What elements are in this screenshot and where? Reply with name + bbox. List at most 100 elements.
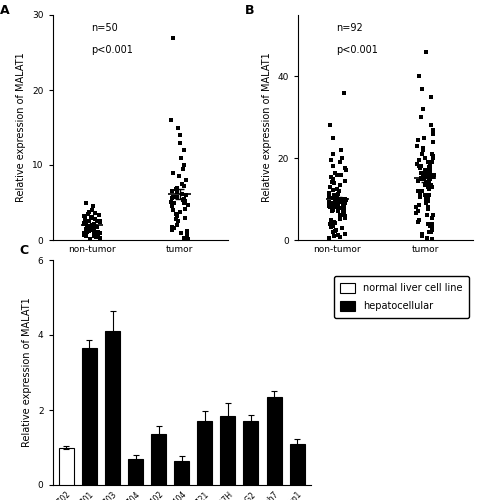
Point bbox=[413, 204, 420, 212]
Point bbox=[83, 227, 90, 235]
Point bbox=[330, 191, 337, 199]
Point bbox=[414, 136, 422, 144]
Point bbox=[334, 185, 341, 193]
Point bbox=[174, 217, 182, 225]
Point bbox=[418, 114, 425, 122]
Point bbox=[169, 226, 176, 234]
Point bbox=[82, 220, 90, 228]
Point bbox=[414, 187, 422, 195]
Point bbox=[335, 196, 343, 204]
Point bbox=[329, 200, 337, 208]
Point bbox=[327, 172, 335, 180]
Point bbox=[172, 210, 180, 218]
Point bbox=[183, 227, 191, 235]
Point bbox=[413, 142, 420, 150]
Text: C: C bbox=[19, 244, 28, 257]
Point bbox=[334, 206, 342, 214]
Point bbox=[330, 192, 338, 200]
Point bbox=[430, 170, 437, 178]
Point bbox=[421, 168, 429, 175]
Point bbox=[330, 232, 338, 240]
Point bbox=[427, 160, 435, 168]
Point bbox=[97, 217, 104, 225]
Point bbox=[415, 162, 423, 170]
Point bbox=[176, 131, 184, 139]
Point bbox=[181, 198, 188, 206]
Point bbox=[424, 197, 432, 205]
Point bbox=[181, 197, 189, 205]
Point bbox=[88, 221, 96, 229]
Point bbox=[181, 234, 188, 242]
Point bbox=[342, 166, 350, 174]
Point bbox=[425, 163, 433, 171]
Point bbox=[340, 202, 348, 210]
Point bbox=[327, 223, 335, 231]
Point bbox=[326, 220, 334, 228]
Point bbox=[426, 168, 434, 176]
Text: B: B bbox=[245, 4, 255, 16]
Point bbox=[330, 200, 338, 208]
Point bbox=[334, 196, 342, 204]
Point bbox=[329, 186, 337, 194]
Point bbox=[175, 172, 183, 180]
Point bbox=[93, 222, 101, 230]
Point bbox=[427, 181, 435, 189]
Point bbox=[170, 206, 177, 214]
Point bbox=[325, 192, 333, 200]
Point bbox=[96, 211, 103, 219]
Point bbox=[425, 170, 433, 177]
Point bbox=[428, 224, 435, 232]
Point bbox=[96, 218, 104, 226]
Point bbox=[336, 214, 344, 222]
Point bbox=[327, 216, 335, 224]
Point bbox=[339, 202, 347, 210]
Point bbox=[86, 223, 94, 231]
Point bbox=[424, 195, 432, 203]
Point bbox=[328, 199, 336, 207]
Point bbox=[414, 218, 422, 226]
Point bbox=[183, 231, 190, 239]
Point bbox=[416, 193, 424, 201]
Point bbox=[337, 198, 345, 206]
Point bbox=[326, 234, 333, 242]
Point bbox=[174, 124, 182, 132]
Point bbox=[419, 144, 427, 152]
Point bbox=[336, 187, 343, 195]
Point bbox=[88, 206, 96, 214]
Point bbox=[424, 178, 432, 186]
Point bbox=[325, 202, 333, 209]
Point bbox=[168, 194, 176, 202]
Point bbox=[334, 190, 341, 198]
Point bbox=[425, 176, 433, 184]
Point bbox=[181, 204, 189, 212]
Point bbox=[176, 208, 184, 216]
Point bbox=[80, 220, 88, 228]
Point bbox=[419, 172, 426, 180]
Point bbox=[337, 158, 344, 166]
Point bbox=[177, 228, 185, 236]
Point bbox=[86, 234, 94, 242]
Point bbox=[92, 229, 99, 237]
Point bbox=[428, 150, 436, 158]
Point bbox=[82, 214, 89, 222]
Point bbox=[169, 192, 177, 200]
Point bbox=[334, 198, 342, 206]
Point bbox=[169, 34, 176, 42]
Y-axis label: Relative expression of MALAT1: Relative expression of MALAT1 bbox=[262, 52, 272, 203]
Point bbox=[425, 228, 433, 236]
Text: n=92: n=92 bbox=[337, 22, 363, 33]
Point bbox=[424, 220, 431, 228]
Point bbox=[336, 211, 344, 219]
Point bbox=[334, 231, 341, 239]
Point bbox=[428, 235, 436, 243]
Point bbox=[336, 232, 344, 240]
Point bbox=[82, 225, 89, 233]
Point bbox=[424, 170, 431, 177]
Text: n=50: n=50 bbox=[91, 22, 118, 33]
Point bbox=[341, 176, 348, 184]
Point bbox=[80, 212, 87, 220]
Point bbox=[328, 178, 336, 186]
Point bbox=[415, 216, 423, 224]
Point bbox=[91, 215, 99, 223]
Point bbox=[424, 174, 432, 182]
